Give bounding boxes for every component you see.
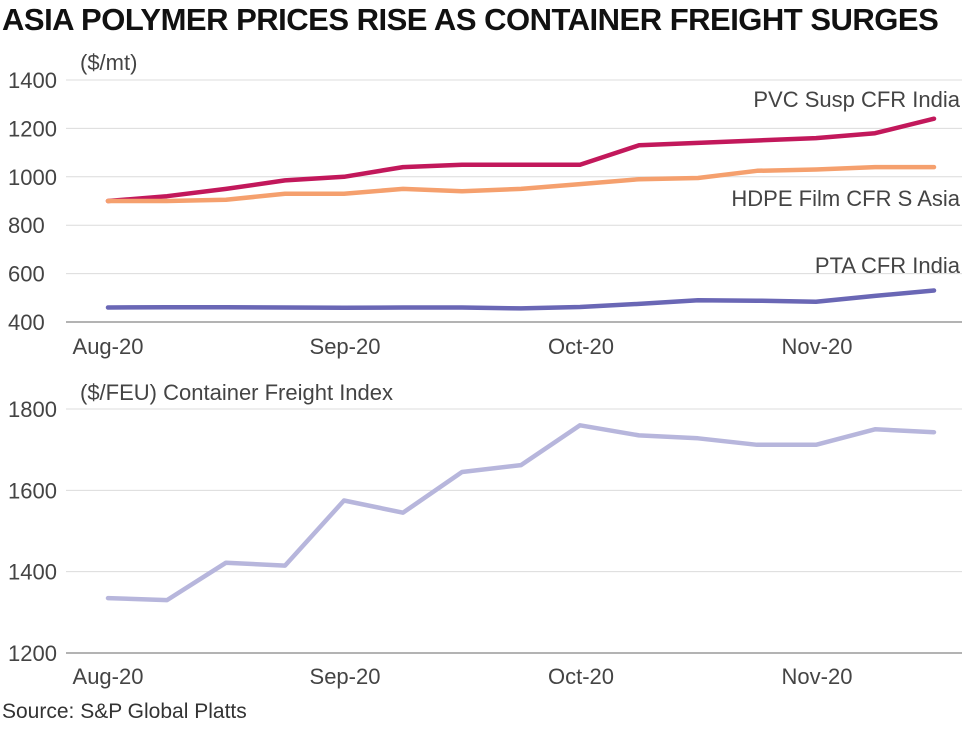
series-line-pvc-susp-cfr-india <box>105 116 937 204</box>
x-tick-label: Aug-20 <box>73 664 144 689</box>
source-note: Source: S&P Global Platts <box>2 700 247 723</box>
x-tick-label: Sep-20 <box>310 334 381 359</box>
y-tick-label: 1200 <box>8 116 57 141</box>
y-tick-label: 1400 <box>8 68 57 93</box>
y-tick-label: 1800 <box>8 397 57 422</box>
x-tick-label: Oct-20 <box>548 334 614 359</box>
x-tick-label: Aug-20 <box>73 334 144 359</box>
y-tick-label: 1400 <box>8 560 57 585</box>
series-line-hdpe-film-cfr-s-asia <box>105 164 937 204</box>
y-tick-label: 1600 <box>8 478 57 503</box>
x-tick-label: Sep-20 <box>310 664 381 689</box>
series-line-pta-cfr-india <box>105 288 937 311</box>
series-line-freight-index <box>105 423 937 603</box>
unit-label: ($/mt) <box>80 50 137 75</box>
series-label: HDPE Film CFR S Asia <box>731 186 960 211</box>
series-label: PTA CFR India <box>815 253 961 278</box>
y-tick-label: 1000 <box>8 165 57 190</box>
y-tick-label: 600 <box>8 262 45 287</box>
y-tick-label: 800 <box>8 213 45 238</box>
y-tick-label: 1200 <box>8 641 57 666</box>
series-label: PVC Susp CFR India <box>753 87 960 112</box>
x-tick-label: Oct-20 <box>548 664 614 689</box>
x-tick-label: Nov-20 <box>782 664 853 689</box>
chart-title: ASIA POLYMER PRICES RISE AS CONTAINER FR… <box>2 2 939 37</box>
y-tick-label: 400 <box>8 310 45 335</box>
x-tick-label: Nov-20 <box>782 334 853 359</box>
unit-label: ($/FEU) Container Freight Index <box>80 380 393 405</box>
